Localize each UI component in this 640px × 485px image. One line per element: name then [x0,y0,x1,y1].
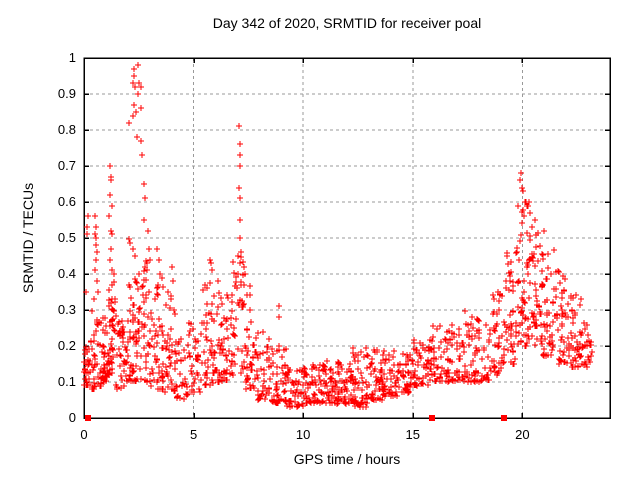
scatter-points [81,62,595,410]
x-tick-label: 5 [190,427,197,442]
plot-border [83,57,611,419]
x-tick-label: 0 [80,427,87,442]
flag-square-marker [429,415,435,421]
flag-square-marker [501,415,507,421]
y-tick-label: 0.8 [58,122,76,137]
flag-square-marker [85,415,91,421]
y-tick-label: 0.6 [58,194,76,209]
y-axis-label: SRMTID / TECUs [20,182,36,294]
y-tick-label: 0.9 [58,86,76,101]
y-tick-label: 0.7 [58,158,76,173]
x-tick-label: 15 [406,427,420,442]
y-tick-label: 0 [69,410,76,425]
x-axis-label: GPS time / hours [293,451,401,467]
x-tick-label: 10 [296,427,310,442]
x-tick-labels: 0 5 10 15 20 [80,427,529,442]
y-tick-label: 0.3 [58,302,76,317]
y-tick-label: 0.1 [58,374,76,389]
y-tick-label: 1 [69,50,76,65]
chart-title: Day 342 of 2020, SRMTID for receiver poa… [212,15,482,31]
marker-squares [85,415,507,421]
y-tick-label: 0.2 [58,338,76,353]
y-tick-labels: 0 0.1 0.2 0.3 0.4 0.5 0.6 0.7 0.8 0.9 1 [58,50,76,425]
x-tick-label: 20 [515,427,529,442]
y-tick-label: 0.4 [58,266,76,281]
y-tick-label: 0.5 [58,230,76,245]
